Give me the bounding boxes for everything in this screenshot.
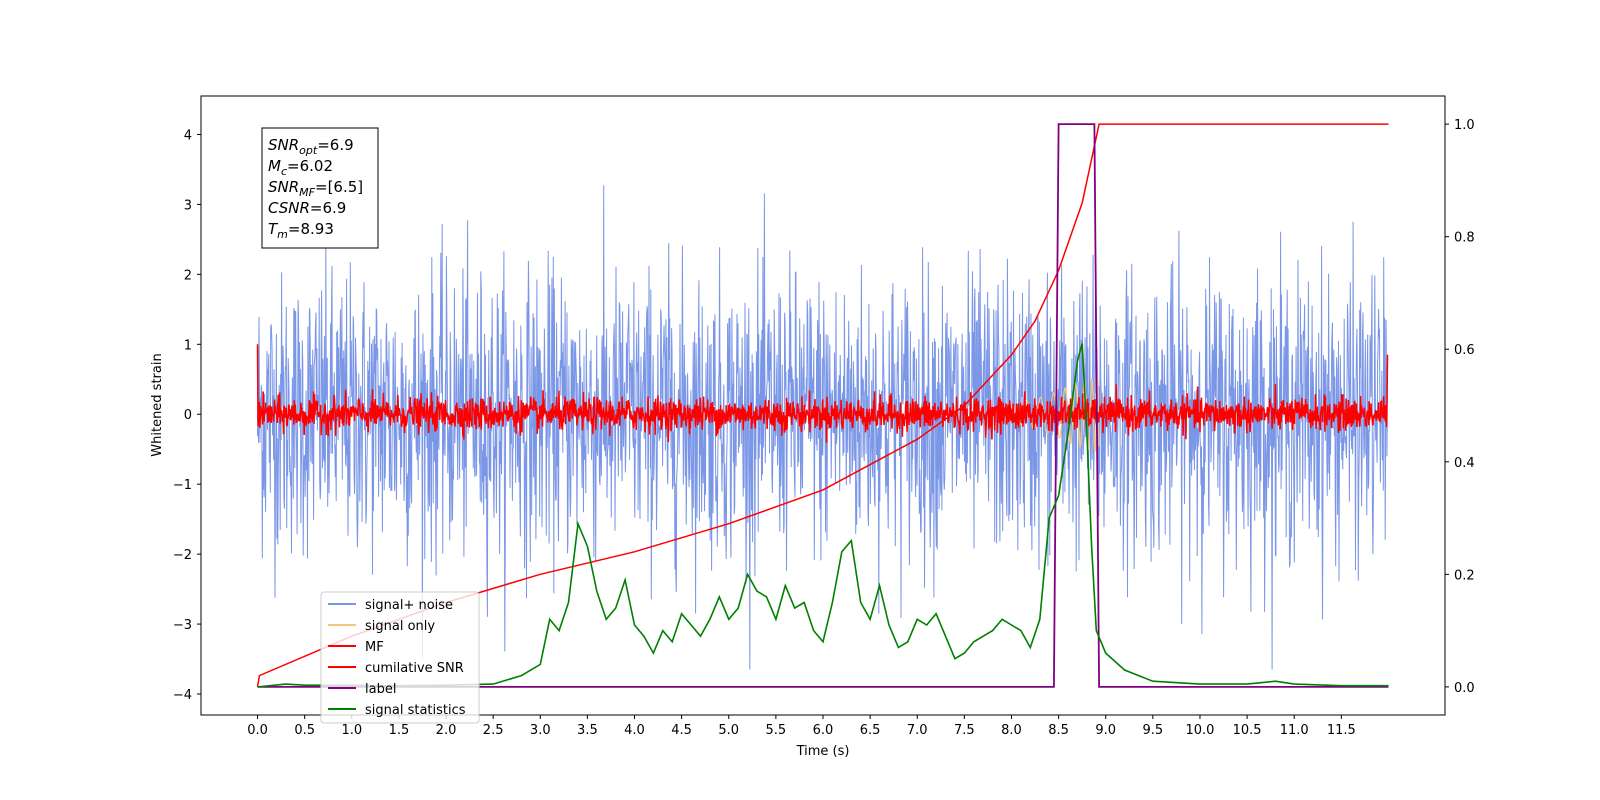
y2-tick-label: 1.0: [1454, 118, 1475, 133]
x-tick-label: 5.5: [766, 723, 787, 738]
annotation-line: CSNR=6.9: [268, 199, 346, 217]
annotation-box-frame: [261, 127, 379, 249]
y2-tick-label: 0.0: [1454, 681, 1475, 696]
x-tick-label: 11.0: [1280, 723, 1309, 738]
y-tick-label: 1: [184, 338, 192, 353]
legend-label: signal statistics: [365, 703, 466, 718]
y-tick-label: −4: [173, 688, 192, 703]
y-tick-label: 3: [184, 198, 192, 213]
y2-tick-label: 0.6: [1454, 343, 1475, 358]
x-tick-label: 7.0: [907, 723, 928, 738]
y-tick-label: 2: [184, 268, 192, 283]
y2-axis-ticks: 0.0 0.2 0.4 0.6 0.8 1.0: [1445, 118, 1475, 696]
legend-label: MF: [365, 640, 384, 655]
x-tick-label: 2.0: [436, 723, 457, 738]
x-tick-label: 9.0: [1095, 723, 1116, 738]
x-tick-label: 2.5: [483, 723, 504, 738]
x-tick-label: 4.0: [624, 723, 645, 738]
series-mf-line: [256, 344, 1389, 443]
y-tick-label: 4: [184, 128, 192, 143]
x-tick-label: 8.5: [1048, 723, 1069, 738]
annotation-line: Mc=6.02: [268, 157, 333, 178]
y-tick-label: −2: [173, 548, 192, 563]
annotation-line: SNRMF=[6.5]: [268, 178, 363, 199]
x-tick-label: 8.0: [1001, 723, 1022, 738]
y-tick-label: −1: [173, 478, 192, 493]
x-tick-label: 3.0: [530, 723, 551, 738]
x-tick-label: 10.0: [1185, 723, 1214, 738]
annotation-line: SNRopt=6.9: [268, 136, 354, 157]
y2-tick-label: 0.2: [1454, 568, 1475, 583]
x-tick-label: 1.0: [341, 723, 362, 738]
legend-label: cumilative SNR: [365, 661, 464, 676]
y-tick-label: −3: [173, 618, 192, 633]
x-axis-label: Time (s): [796, 744, 850, 759]
legend: signal+ noise signal only MF cumilative SNR…: [320, 591, 480, 724]
series-label-line: [257, 123, 1389, 688]
legend-label: signal only: [365, 619, 435, 634]
x-tick-label: 3.5: [577, 723, 598, 738]
series-signal-statistics-line: [257, 343, 1389, 688]
x-tick-label: 6.5: [860, 723, 881, 738]
y-tick-label: 0: [184, 408, 192, 423]
x-tick-label: 5.0: [718, 723, 739, 738]
y2-tick-label: 0.8: [1454, 231, 1475, 246]
x-tick-label: 10.5: [1233, 723, 1262, 738]
x-tick-label: 9.5: [1143, 723, 1164, 738]
x-tick-label: 6.0: [813, 723, 834, 738]
x-tick-label: 7.5: [954, 723, 975, 738]
y-axis-label: Whitened strain: [150, 353, 165, 456]
annotation-line: Tm=8.93: [268, 220, 334, 241]
x-tick-label: 0.5: [294, 723, 315, 738]
legend-label: signal+ noise: [365, 598, 453, 613]
x-tick-label: 1.5: [389, 723, 410, 738]
x-tick-label: 0.0: [247, 723, 268, 738]
x-axis-ticks: 0.0 0.5 1.0 1.5 2.0 2.5 3.0 3.5 4.0 4.5 5.0 5.5 6.0 6…: [247, 715, 1356, 738]
y2-tick-label: 0.4: [1454, 456, 1475, 471]
y-axis-ticks: −4 −3 −2 −1 0 1 2 3 4: [173, 128, 201, 703]
x-tick-label: 4.5: [671, 723, 692, 738]
legend-frame: [320, 591, 480, 724]
legend-label: label: [365, 682, 396, 697]
x-tick-label: 11.5: [1327, 723, 1356, 738]
